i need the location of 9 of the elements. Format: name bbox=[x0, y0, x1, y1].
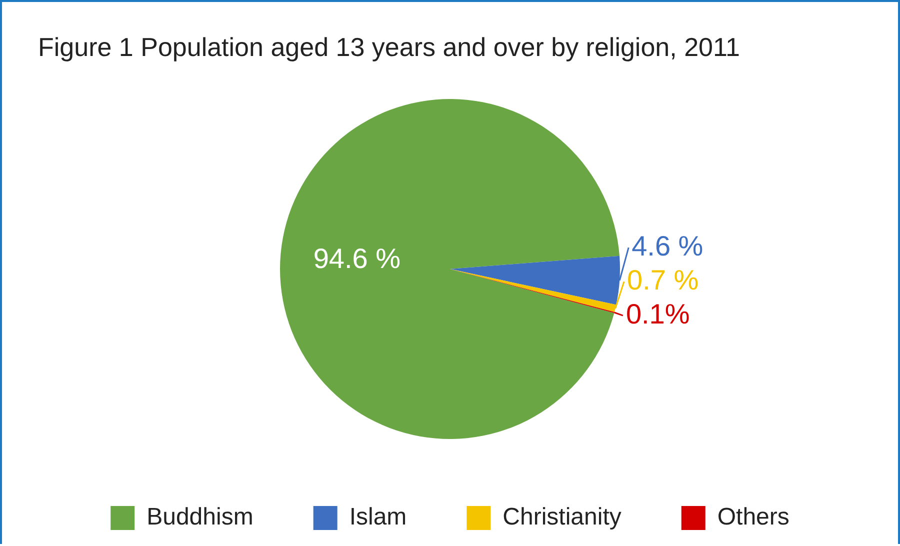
legend-label: Islam bbox=[349, 504, 407, 531]
chart-title: Figure 1 Population aged 13 years and over by religion, 2011 bbox=[38, 32, 740, 63]
data-label: 4.6 % bbox=[632, 230, 704, 262]
data-label: 94.6 % bbox=[313, 243, 400, 274]
data-label: 0.7 % bbox=[627, 264, 699, 296]
legend-label: Christianity bbox=[502, 504, 622, 531]
data-label: 0.1% bbox=[626, 298, 690, 330]
legend-label: Buddhism bbox=[146, 504, 254, 531]
legend-label: Others bbox=[717, 504, 790, 531]
